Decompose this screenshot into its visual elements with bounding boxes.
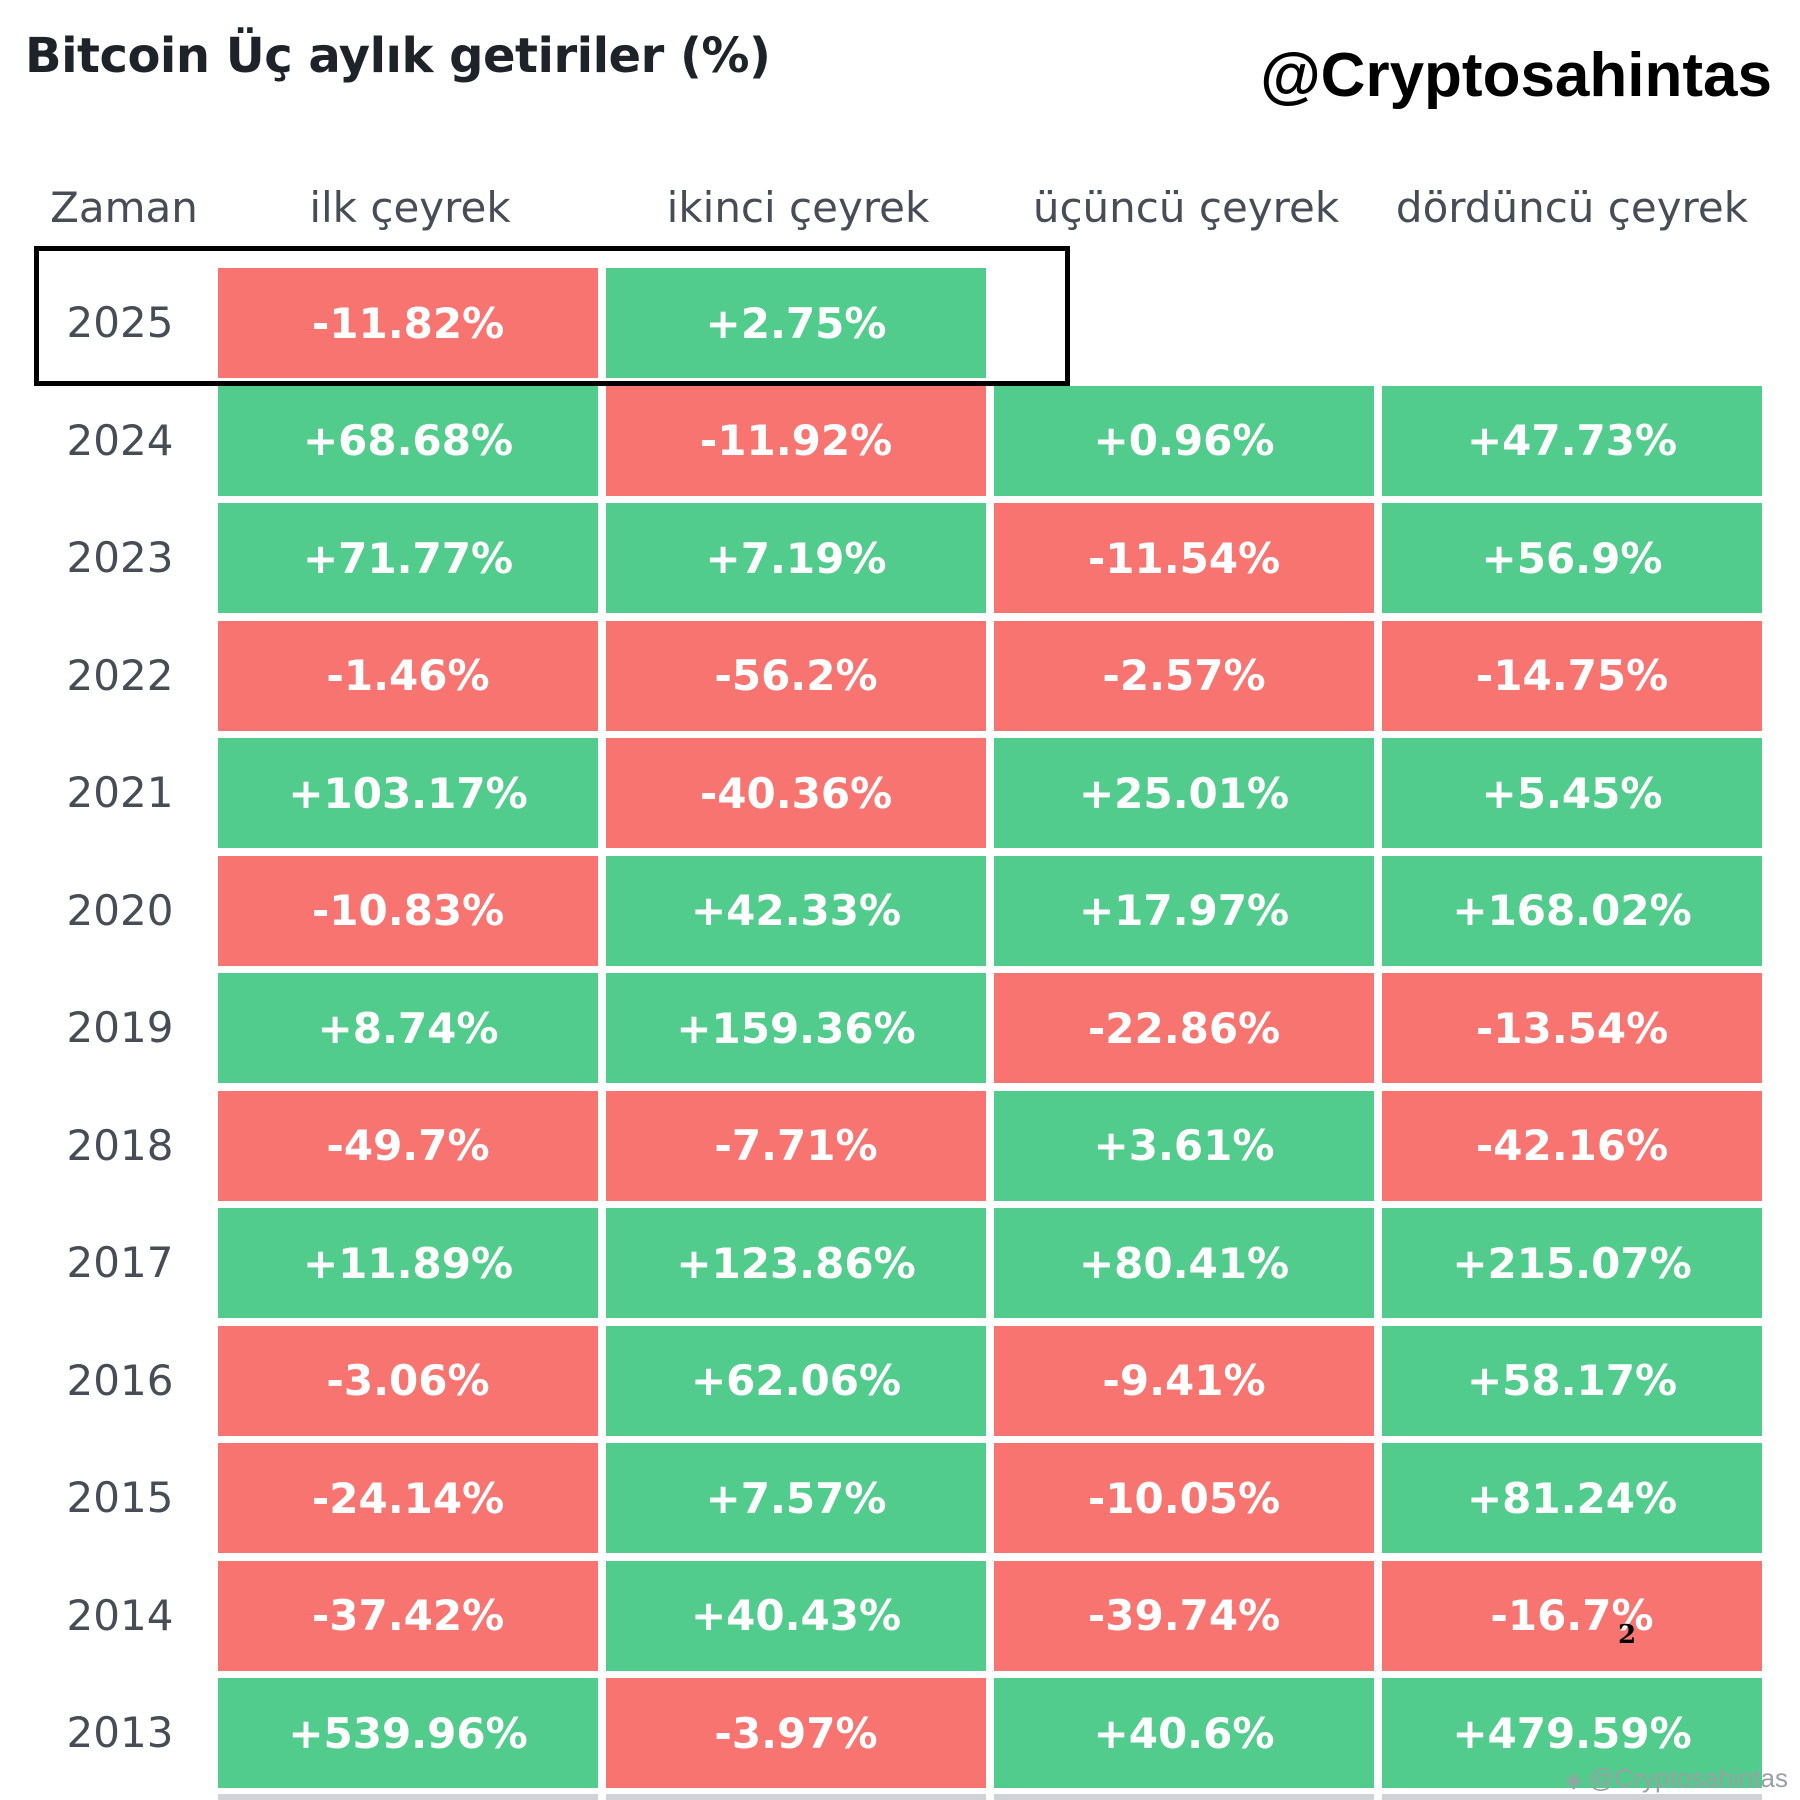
return-cell: -11.54% — [994, 503, 1374, 613]
return-cell: -10.83% — [218, 855, 598, 966]
column-header-q1: ilk çeyrek — [309, 183, 511, 232]
return-cell: -11.82% — [218, 268, 598, 378]
watermark-text: @Cryptosahintas — [1588, 1763, 1788, 1793]
next-row-edge — [1382, 1794, 1762, 1800]
return-cell: +123.86% — [606, 1208, 986, 1318]
year-label: 2023 — [66, 533, 174, 582]
year-label: 2013 — [66, 1708, 174, 1757]
year-label: 2025 — [66, 298, 174, 347]
return-cell: +58.17% — [1382, 1325, 1762, 1436]
return-cell: -40.36% — [606, 738, 986, 848]
return-cell: +42.33% — [606, 855, 986, 966]
return-cell: -16.7% — [1382, 1560, 1762, 1671]
return-cell: -22.86% — [994, 973, 1374, 1083]
year-label: 2014 — [66, 1590, 174, 1640]
return-cell: +3.61% — [994, 1090, 1374, 1201]
next-row-edge — [994, 1794, 1374, 1800]
return-cell: +7.19% — [606, 503, 986, 613]
year-label: 2024 — [66, 415, 174, 465]
year-label: 2019 — [66, 1003, 174, 1052]
return-cell: +5.45% — [1382, 738, 1762, 848]
return-cell: -2.57% — [994, 620, 1374, 731]
return-cell: +56.9% — [1382, 503, 1762, 613]
column-header-zaman: Zaman — [50, 183, 198, 232]
return-cell: +81.24% — [1382, 1443, 1762, 1553]
return-cell: -3.06% — [218, 1325, 598, 1436]
column-header-q4: dördüncü çeyrek — [1395, 183, 1749, 232]
return-cell: -9.41% — [994, 1325, 1374, 1436]
return-cell: +2.75% — [606, 268, 986, 378]
return-cell: -3.97% — [606, 1678, 986, 1788]
return-cell: +103.17% — [218, 738, 598, 848]
current-year-highlight-box — [34, 246, 1070, 386]
next-row-edge — [606, 1794, 986, 1800]
year-label: 2017 — [66, 1238, 174, 1287]
binance-diamond-icon: ◈ — [1565, 1767, 1583, 1792]
return-cell: +25.01% — [994, 738, 1374, 848]
return-cell: -11.92% — [606, 385, 986, 496]
year-label: 2022 — [66, 650, 174, 700]
return-cell: -7.71% — [606, 1090, 986, 1201]
return-cell: +47.73% — [1382, 385, 1762, 496]
return-cell: -24.14% — [218, 1443, 598, 1553]
return-cell: +8.74% — [218, 973, 598, 1083]
return-cell: +479.59% — [1382, 1678, 1762, 1788]
return-cell: -42.16% — [1382, 1090, 1762, 1201]
return-cell: +40.6% — [994, 1678, 1374, 1788]
return-cell: +7.57% — [606, 1443, 986, 1553]
column-header-q3: üçüncü çeyrek — [1032, 183, 1340, 232]
page-number: 2 — [1618, 1620, 1637, 1650]
return-cell: -49.7% — [218, 1090, 598, 1201]
return-cell: +215.07% — [1382, 1208, 1762, 1318]
year-label: 2018 — [66, 1120, 174, 1170]
return-cell: +62.06% — [606, 1325, 986, 1436]
return-cell: -1.46% — [218, 620, 598, 731]
watermark: ◈ @Cryptosahintas — [1565, 1763, 1788, 1794]
return-cell: +17.97% — [994, 855, 1374, 966]
return-cell: +68.68% — [218, 385, 598, 496]
return-cell: +168.02% — [1382, 855, 1762, 966]
year-label: 2020 — [66, 885, 174, 935]
column-header-q2: ikinci çeyrek — [666, 183, 930, 232]
return-cell: -56.2% — [606, 620, 986, 731]
page-title: Bitcoin Üç aylık getiriler (%) — [25, 28, 771, 84]
year-label: 2016 — [66, 1355, 174, 1405]
year-label: 2015 — [66, 1473, 174, 1522]
return-cell: +11.89% — [218, 1208, 598, 1318]
return-cell: +0.96% — [994, 385, 1374, 496]
return-cell: -13.54% — [1382, 973, 1762, 1083]
return-cell: +159.36% — [606, 973, 986, 1083]
return-cell: -39.74% — [994, 1560, 1374, 1671]
return-cell: -10.05% — [994, 1443, 1374, 1553]
return-cell: +539.96% — [218, 1678, 598, 1788]
year-label: 2021 — [66, 768, 174, 817]
return-cell: +71.77% — [218, 503, 598, 613]
return-cell: -37.42% — [218, 1560, 598, 1671]
return-cell: -14.75% — [1382, 620, 1762, 731]
next-row-edge — [218, 1794, 598, 1800]
author-handle: @Cryptosahintas — [1260, 41, 1772, 110]
return-cell: +80.41% — [994, 1208, 1374, 1318]
return-cell: +40.43% — [606, 1560, 986, 1671]
